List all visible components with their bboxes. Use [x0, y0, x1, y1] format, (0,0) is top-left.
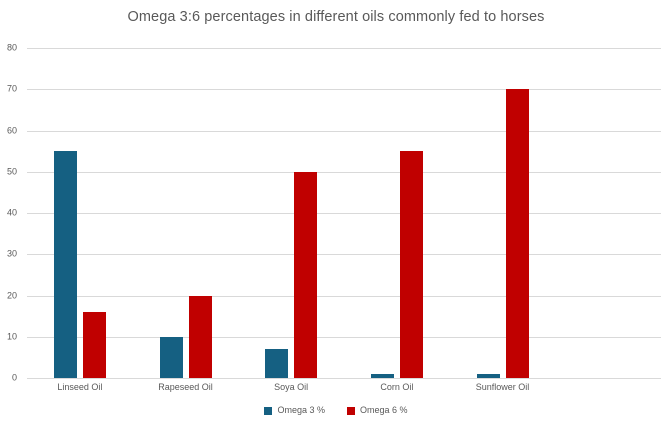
gridline — [27, 254, 661, 256]
bar-group-linseed-oil — [27, 48, 133, 378]
y-tick-label: 60 — [6, 125, 17, 135]
chart-title: Omega 3:6 percentages in different oils … — [127, 9, 545, 25]
gridline — [27, 171, 661, 173]
x-axis-category-labels: Linseed Oil Rapeseed Oil Soya Oil Corn Oil S… — [27, 382, 661, 393]
y-tick-label: 40 — [6, 207, 17, 218]
gridline — [27, 378, 661, 379]
bar-group-corn-oil — [344, 48, 450, 378]
bar-omega-3-soya-oil — [265, 349, 289, 378]
x-category-label-rapeseed-oil: Rapeseed Oil — [158, 382, 213, 392]
y-tick-label: 0 — [11, 372, 17, 383]
y-tick-label: 20 — [6, 290, 17, 300]
plot-area — [27, 48, 661, 379]
category-slot — [344, 48, 450, 378]
bar-slots — [27, 48, 661, 378]
gridline — [27, 89, 661, 91]
category-slot — [27, 48, 133, 378]
x-category-label-empty — [555, 382, 661, 393]
y-tick-label: 70 — [6, 83, 17, 94]
gridline — [27, 48, 661, 49]
legend-swatch-omega-6 — [347, 406, 355, 415]
category-slot — [450, 48, 556, 378]
bar-omega-6-sunflower-oil — [505, 89, 529, 378]
gridline — [27, 336, 661, 338]
legend-label: Omega 3 % — [277, 405, 325, 415]
y-tick-label: 10 — [6, 331, 17, 342]
gridline — [27, 213, 661, 214]
x-category-label-sunflower-oil: Sunflower Oil — [475, 382, 530, 392]
bar-omega-3-sunflower-oil — [476, 373, 500, 378]
bar-omega-3-rapeseed-oil — [159, 336, 183, 378]
bar-omega-6-soya-oil — [294, 171, 318, 378]
bar-omega-6-rapeseed-oil — [188, 295, 212, 378]
empty-slot — [555, 48, 661, 378]
bar-group-sunflower-oil — [450, 48, 556, 378]
legend-swatch-omega-3 — [264, 406, 273, 415]
gridline — [27, 295, 661, 297]
legend-label: Omega 6 % — [360, 405, 408, 415]
legend-item-omega-6: Omega 6 % — [347, 406, 408, 415]
chart-legend: Omega 3 % Omega 6 % — [0, 406, 672, 415]
bar-omega-6-linseed-oil — [82, 312, 106, 378]
category-slot — [238, 48, 344, 378]
bar-omega-3-corn-oil — [370, 373, 394, 378]
gridline — [27, 130, 661, 132]
bar-group-soya-oil — [238, 48, 344, 378]
x-category-label-linseed-oil: Linseed Oil — [57, 382, 103, 392]
y-tick-label: 80 — [6, 42, 17, 53]
bar-omega-3-linseed-oil — [53, 151, 77, 378]
legend-item-omega-3: Omega 3 % — [264, 406, 325, 415]
y-tick-label: 30 — [6, 248, 17, 259]
x-category-label-corn-oil: Corn Oil — [380, 382, 414, 392]
bar-group-rapeseed-oil — [133, 48, 239, 378]
x-category-label-soya-oil: Soya Oil — [274, 382, 309, 392]
category-slot — [133, 48, 239, 378]
bar-omega-6-corn-oil — [399, 151, 423, 378]
y-tick-label: 50 — [6, 166, 17, 177]
y-axis-tick-labels: 0 10 20 30 40 50 60 70 80 — [0, 43, 17, 382]
